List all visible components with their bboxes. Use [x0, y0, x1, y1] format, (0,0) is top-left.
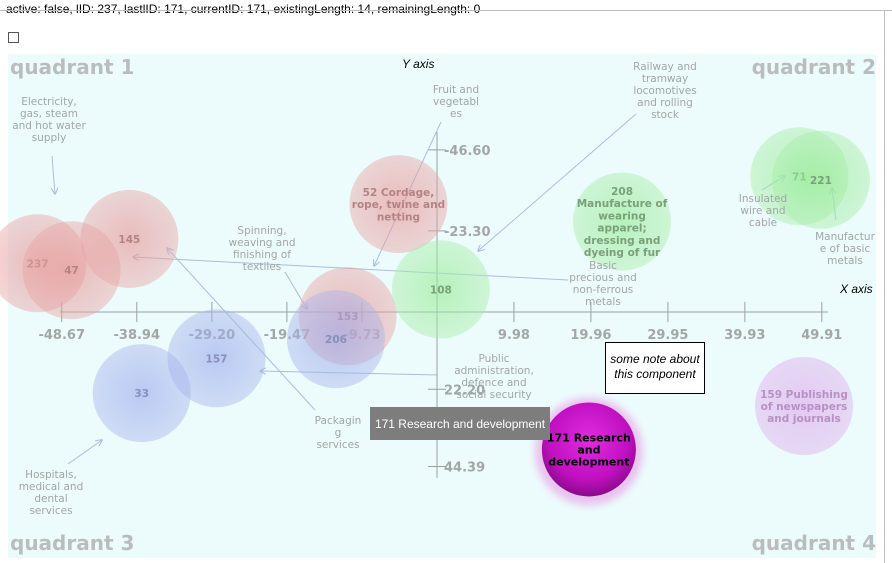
quadrant-label-3: quadrant 3 [10, 531, 134, 555]
y-tick-label: -46.60 [444, 144, 491, 159]
bubble-label: 47 [64, 265, 79, 277]
bubble-label: 108 [430, 284, 452, 296]
quadrant-label-4: quadrant 4 [752, 531, 876, 555]
bubble-circle [349, 155, 448, 254]
annotation-electricity: Electricity, gas, steam and hot water suppl… [12, 96, 86, 144]
connector-railway [478, 113, 637, 251]
bubble-circle [80, 189, 179, 288]
bubble-label: 52 Cordage, rope, twine and netting [352, 187, 445, 223]
right-divider [884, 10, 885, 563]
bubble-circle [541, 402, 636, 497]
connector-electricity [52, 155, 55, 194]
bubble-circle [92, 344, 191, 443]
bubble-label: 145 [118, 234, 140, 246]
quadrant-label-1: quadrant 1 [10, 55, 134, 79]
annotation-packaging: Packagin g services [315, 415, 362, 451]
bubble-label: 208 Manufacture of wearing apparel; dressing… [577, 186, 668, 259]
bubble-label: 33 [134, 388, 149, 400]
bubble-221[interactable]: 221 [771, 130, 870, 229]
component-note: some note about this component [605, 342, 705, 394]
bubble-circle [391, 240, 490, 339]
bubble-33[interactable]: 33 [92, 344, 191, 443]
x-tick-label: -48.67 [38, 328, 85, 343]
x-tick-label: -38.94 [114, 328, 161, 343]
bubble-108[interactable]: 108 [391, 240, 490, 339]
annotation-hospitals: Hospitals, medical and dental services [19, 469, 84, 517]
tooltip-text: 171 Research and development [375, 417, 546, 431]
bubble-circle [771, 130, 870, 229]
annotation-spinning: Spinning, weaving and finishing of textiles [228, 225, 295, 273]
bubble-52[interactable]: 52 Cordage, rope, twine and netting [349, 155, 448, 254]
annotation-insulated: Insulated wire and cable [739, 193, 787, 229]
quadrant-label-2: quadrant 2 [752, 55, 876, 79]
tooltip: 171 Research and development [370, 407, 550, 440]
y-axis-label: Y axis [402, 57, 434, 71]
y-tick-label: 22.20 [444, 383, 485, 398]
status-readout: active: false, lID: 237, lastlID: 171, c… [6, 2, 481, 16]
bubble-157[interactable]: 157 [167, 309, 266, 408]
y-tick-label: 44.39 [444, 460, 485, 475]
bubble-171[interactable]: 171 Research and development [534, 397, 643, 506]
bubble-label: 221 [810, 175, 832, 187]
bubble-159[interactable]: 159 Publishing of newspapers and journals [754, 356, 853, 455]
bubble-label: 157 [206, 353, 228, 365]
bubble-206[interactable]: 206 [286, 290, 385, 389]
connector-hospitals [67, 440, 102, 465]
x-tick-label: 19.96 [570, 328, 611, 343]
bubble-label: 159 Publishing of newspapers and journals [760, 389, 848, 425]
y-tick-label: -23.30 [444, 225, 491, 240]
bubble-circle [167, 309, 266, 408]
bubble-circle [754, 356, 853, 455]
annotation-public-admin: Public administration, defence and social s… [454, 353, 534, 401]
x-tick-label: 49.91 [801, 328, 842, 343]
top-divider [0, 10, 892, 11]
bubble-circle [573, 172, 672, 271]
bubble-label: 206 [325, 334, 347, 346]
annotation-railway: Railway and tramway locomotives and rolling… [633, 61, 697, 121]
note-text: some note about this component [610, 352, 700, 381]
bubble-208[interactable]: 208 Manufacture of wearing apparel; dressing… [573, 172, 672, 271]
x-axis-label: X axis [839, 282, 873, 296]
annotation-precious: Basic precious and non-ferrous metals [569, 260, 637, 308]
x-tick-label: 29.95 [647, 328, 688, 343]
x-tick-label: 39.93 [724, 328, 765, 343]
annotation-basic-metals: Manufactur e of basic metals [815, 231, 875, 267]
x-tick-label: 9.98 [498, 328, 530, 343]
active-checkbox[interactable] [8, 32, 19, 43]
bubble-circle [286, 290, 385, 389]
bubble-label: 171 Research and development [547, 431, 631, 468]
annotation-fruit: Fruit and vegetabl es [433, 84, 479, 120]
bubble-145[interactable]: 145 [80, 189, 179, 288]
